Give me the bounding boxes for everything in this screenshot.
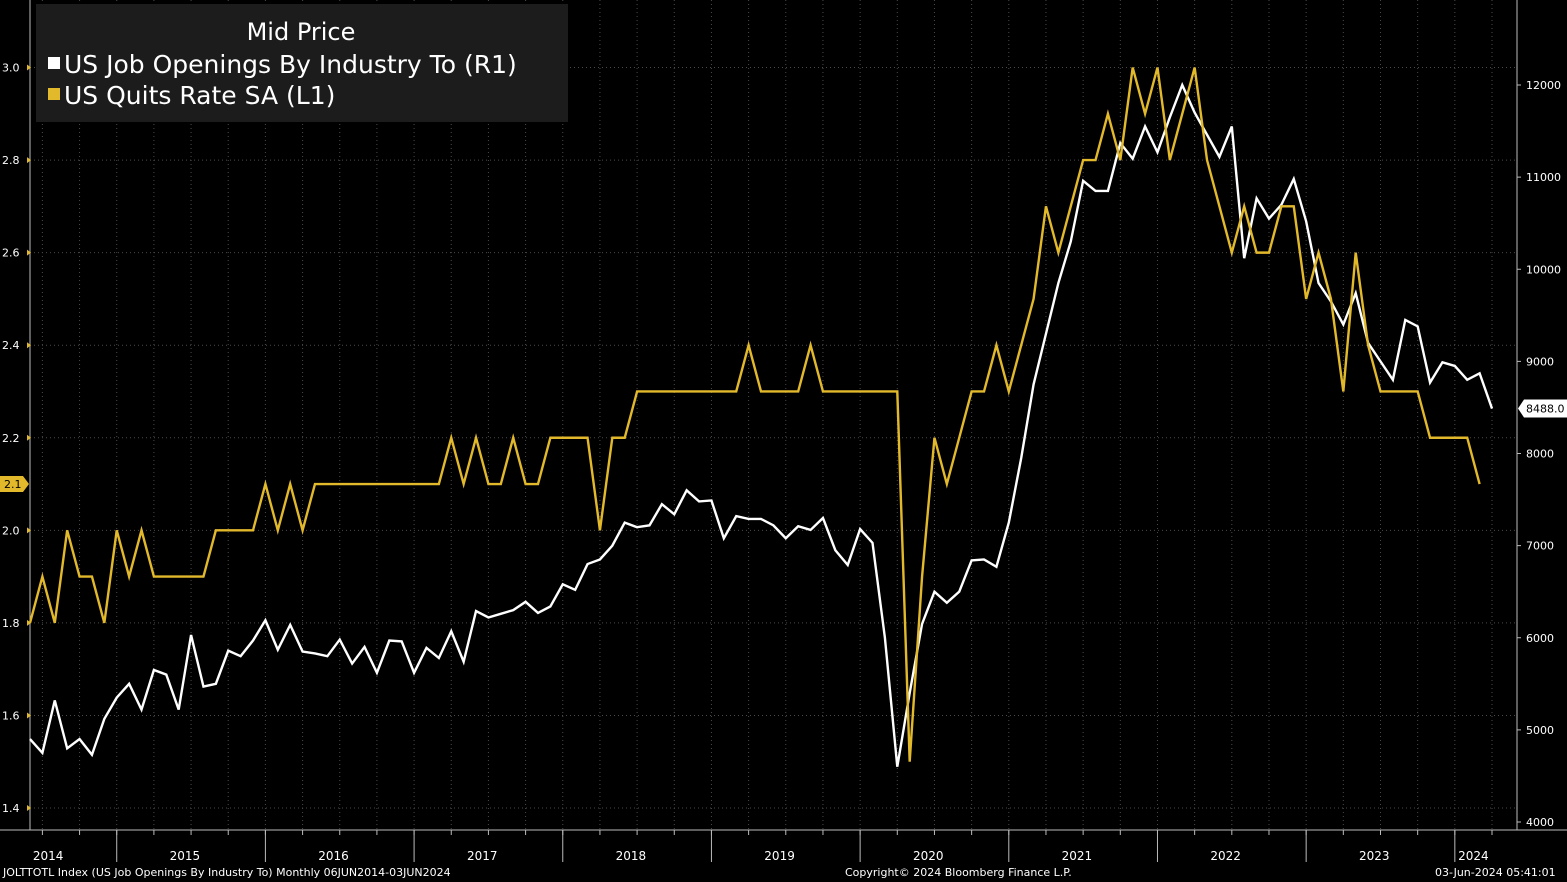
x-tick-label: 2014 [33, 849, 64, 863]
legend-swatch-yellow [48, 88, 60, 100]
x-tick-label: 2024 [1458, 849, 1489, 863]
axes [0, 0, 1567, 862]
last-value-badge-left [0, 476, 29, 493]
last-value-badge-right [1518, 399, 1567, 418]
legend-swatch-white [48, 57, 60, 69]
left-tick-mark [27, 619, 31, 626]
right-tick-label: 4000 [1526, 816, 1554, 829]
right-tick-label: 8000 [1526, 448, 1554, 461]
left-tick-label: 2.8 [2, 154, 20, 167]
legend-label-job-openings: US Job Openings By Industry To (R1) [64, 50, 517, 79]
x-tick-label: 2015 [170, 849, 201, 863]
left-tick-label: 1.4 [2, 802, 20, 815]
x-tick-label: 2022 [1210, 849, 1241, 863]
footer-source: JOLTTOTL Index (US Job Openings By Indus… [3, 866, 451, 879]
x-tick-label: 2021 [1062, 849, 1093, 863]
left-tick-label: 2.4 [2, 339, 20, 352]
left-tick-label: 2.6 [2, 247, 20, 260]
last-value-text-left: 2.1 [4, 478, 22, 491]
left-tick-label: 1.8 [2, 617, 20, 630]
legend-item-job-openings: US Job Openings By Industry To (R1) [48, 50, 517, 79]
left-tick-mark [27, 249, 31, 256]
left-tick-mark [27, 805, 31, 811]
right-tick-label: 9000 [1526, 355, 1554, 368]
grid-lines [30, 0, 1517, 830]
legend: Mid Price US Job Openings By Industry To… [36, 4, 568, 122]
left-tick-mark [27, 527, 31, 534]
right-tick-label: 10000 [1526, 263, 1561, 276]
left-tick-mark [27, 342, 31, 349]
axis-labels: 2014 2015 2016 2017 2018 2019 2020 2021 2022 2023… [0, 62, 1567, 863]
x-tick-label: 2019 [764, 849, 795, 863]
right-tick-label: 5000 [1526, 724, 1554, 737]
series-line-job-openings [29, 81, 1494, 767]
left-tick-mark [27, 434, 31, 441]
left-tick-mark [27, 157, 31, 164]
footer-timestamp: 03-Jun-2024 05:41:01 [1435, 866, 1556, 879]
x-tick-label: 2016 [318, 849, 349, 863]
footer-copyright: Copyright© 2024 Bloomberg Finance L.P. [845, 866, 1072, 879]
right-tick-label: 11000 [1526, 171, 1561, 184]
last-value-text-right: 8488.0 [1526, 403, 1565, 416]
left-tick-mark [27, 712, 31, 719]
left-tick-label: 2.0 [2, 524, 20, 537]
legend-title: Mid Price [246, 18, 356, 46]
series-line-quits-rate [28, 67, 1481, 762]
right-tick-label: 7000 [1526, 540, 1554, 553]
x-tick-label: 2020 [913, 849, 944, 863]
x-tick-label: 2017 [467, 849, 498, 863]
right-tick-label: 12000 [1526, 79, 1561, 92]
series-lines [28, 67, 1494, 767]
legend-label-quits-rate: US Quits Rate SA (L1) [64, 81, 336, 110]
x-tick-label: 2018 [616, 849, 647, 863]
left-tick-label: 3.0 [2, 62, 20, 75]
legend-item-quits-rate: US Quits Rate SA (L1) [48, 81, 335, 110]
left-tick-label: 1.6 [2, 709, 20, 722]
left-tick-label: 2.2 [2, 432, 20, 445]
right-tick-label: 6000 [1526, 632, 1554, 645]
x-tick-label: 2023 [1359, 849, 1390, 863]
left-tick-mark [27, 64, 31, 71]
